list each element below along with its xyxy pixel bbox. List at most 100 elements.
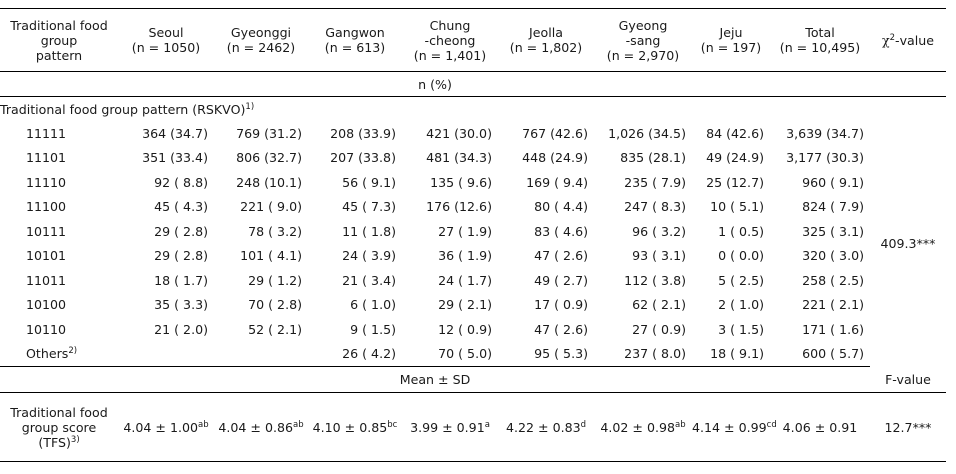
table-row: 11100 45 ( 4.3) 221 ( 9.0) 45 ( 7.3) 176 (12… [0, 195, 946, 220]
table-cell: 10 ( 5.1) [710, 199, 764, 215]
row-label-text: 11011 [26, 272, 67, 288]
table-cell: 47 ( 2.6) [534, 321, 588, 337]
score-cell: 4.14 ± 0.99cd [692, 392, 777, 462]
table-cell: 767 (42.6) [522, 125, 588, 141]
row-label-text: 10110 [26, 321, 67, 337]
table-cell: 481 (34.3) [426, 150, 492, 166]
table-cell: 258 ( 2.5) [802, 272, 864, 288]
table-row: 10100 35 ( 3.3) 70 ( 2.8) 6 ( 1.0) 29 ( 2.1)… [0, 293, 946, 318]
table-cell: 29 ( 1.2) [248, 272, 302, 288]
row-label: 11101 [0, 146, 118, 171]
table-cell: 320 ( 3.0) [802, 248, 864, 264]
table-cell: 78 ( 3.2) [248, 223, 302, 239]
table-cell: 3 ( 1.5) [718, 321, 764, 337]
table-cell: 112 ( 3.8) [624, 272, 686, 288]
header-first-line1: Traditional food [10, 17, 108, 33]
col-name2: -sang [625, 32, 661, 48]
score-value: 4.10 ± 0.85 [312, 419, 388, 435]
header-gangwon: Gangwon (n = 613) [308, 8, 402, 72]
score-cell: 4.04 ± 1.00ab [118, 392, 214, 462]
header-gyeonggi: Gyeonggi (n = 2462) [214, 8, 308, 72]
header-first-line2: group [40, 32, 78, 48]
table-cell: 52 ( 2.1) [248, 321, 302, 337]
score-row: Traditional food group score (TFS)3) 4.04 ±… [0, 392, 946, 462]
table-cell: 221 ( 2.1) [802, 297, 864, 313]
col-name: Gyeonggi [230, 25, 292, 40]
score-value: 3.99 ± 0.91 [410, 419, 485, 435]
table-cell: 208 (33.9) [330, 125, 396, 141]
table-cell: 421 (30.0) [426, 125, 492, 141]
col-n: (n = 10,495) [779, 40, 861, 55]
table-cell: 176 (12.6) [426, 199, 492, 215]
score-cell: 4.22 ± 0.83d [498, 392, 594, 462]
score-value: 4.04 ± 1.00 [123, 419, 199, 435]
table-row: 11110 92 ( 8.8) 248 (10.1) 56 ( 9.1) 135 ( 9… [0, 170, 946, 195]
table-cell: 96 ( 3.2) [632, 223, 686, 239]
chi-sup: 2 [889, 32, 896, 43]
score-cell: 3.99 ± 0.91a [402, 392, 498, 462]
table-cell: 92 ( 8.8) [154, 174, 208, 190]
score-label-line: Traditional food [10, 404, 108, 420]
header-first-line3: pattern [35, 47, 83, 63]
score-label-line: group score [21, 419, 97, 435]
score-value: 4.02 ± 0.98 [600, 419, 676, 435]
score-value: 4.14 ± 0.99 [692, 419, 767, 435]
header-gyeongsang: Gyeong -sang (n = 2,970) [594, 8, 692, 72]
score-cell: 4.10 ± 0.85bc [308, 392, 402, 462]
row-label: 11111 [0, 121, 118, 146]
score-sup: ab [198, 419, 209, 430]
table-cell: 806 (32.7) [236, 150, 302, 166]
section-title-text: Traditional food group pattern (RSKVO) [0, 101, 246, 117]
table-cell: 56 ( 9.1) [342, 174, 396, 190]
table-cell: 49 (24.9) [706, 150, 764, 166]
score-sup: a [484, 419, 490, 430]
score-value: 4.06 ± 0.91 [782, 419, 858, 435]
table-row: 10110 21 ( 2.0) 52 ( 2.1) 9 ( 1.5) 12 ( 0.9)… [0, 317, 946, 342]
table-cell: 27 ( 1.9) [438, 223, 492, 239]
col-name: Gyeong [618, 17, 668, 33]
section-title-sup: 1) [245, 101, 255, 112]
table-cell: 18 ( 9.1) [692, 341, 770, 367]
score-value: 4.22 ± 0.83 [505, 419, 581, 435]
table-cell: 351 (33.4) [142, 150, 208, 166]
table-cell: 247 ( 8.3) [624, 199, 686, 215]
mean-sd-row: Mean ± SD F-value [0, 366, 946, 393]
table-cell: 0 ( 0.0) [718, 248, 764, 264]
unit-row: n (%) [0, 71, 946, 97]
table-cell: 448 (24.9) [522, 150, 588, 166]
score-cell: 4.02 ± 0.98ab [594, 392, 692, 462]
row-label-text: 10101 [26, 248, 67, 264]
table-cell: 25 (12.7) [706, 174, 764, 190]
table-cell: 49 ( 2.7) [534, 272, 588, 288]
table-cell [118, 341, 214, 367]
row-label-sup: 2) [68, 346, 78, 357]
unit-row-blank [870, 71, 946, 97]
table-cell: 35 ( 3.3) [154, 297, 208, 313]
row-label: 11110 [0, 170, 118, 195]
table-cell: 960 ( 9.1) [802, 174, 864, 190]
chi-square-value: 409.3*** [880, 236, 936, 252]
chi-suffix: -value [895, 32, 934, 48]
score-value: 4.04 ± 0.86 [218, 419, 294, 435]
table-cell: 21 ( 3.4) [342, 272, 396, 288]
table-cell: 45 ( 7.3) [342, 199, 396, 215]
table-cell: 27 ( 0.9) [632, 321, 686, 337]
col-name: Seoul [148, 25, 184, 40]
section-title-row: Traditional food group pattern (RSKVO)1) [0, 97, 946, 122]
col-n: (n = 1050) [131, 40, 201, 55]
row-label: 11100 [0, 195, 118, 220]
col-name: Jeju [719, 25, 743, 40]
row-label-text: 10100 [26, 297, 67, 313]
row-label-text: 11100 [26, 199, 67, 215]
table-cell: 364 (34.7) [142, 125, 208, 141]
unit-label: n (%) [0, 71, 870, 97]
score-sup: cd [766, 419, 777, 430]
table-cell: 24 ( 3.9) [342, 248, 396, 264]
score-label-line: (TFS) [38, 434, 71, 450]
table-cell: 1 ( 0.5) [718, 223, 764, 239]
score-label-sup: 3) [70, 434, 80, 445]
header-row: Traditional food group pattern Seoul (n =… [0, 8, 946, 72]
table-cell: 45 ( 4.3) [154, 199, 208, 215]
table-cell: 101 ( 4.1) [240, 248, 302, 264]
